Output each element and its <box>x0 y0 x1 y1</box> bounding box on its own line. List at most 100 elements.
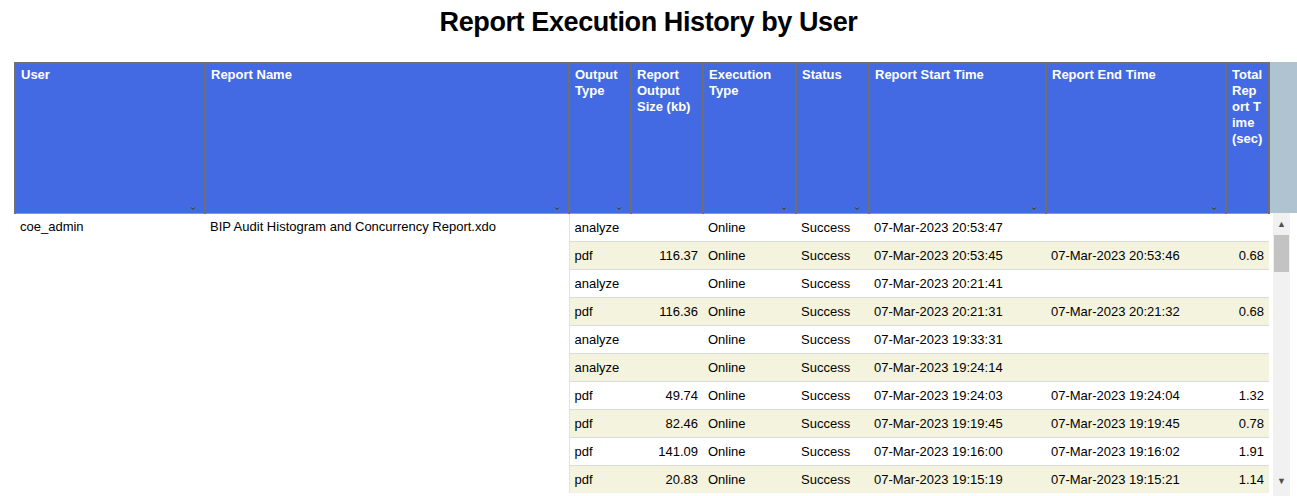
cell-start-time: 07-Mar-2023 19:19:45 <box>869 409 1046 437</box>
cell-total-time: 0.78 <box>1226 409 1269 437</box>
cell-output-type: pdf <box>569 465 631 493</box>
column-header-label: Execution Type <box>709 67 791 99</box>
cell-start-time: 07-Mar-2023 19:24:03 <box>869 381 1046 409</box>
report-execution-table: User ⌄ Report Name ⌄ Output Type ⌄ Report Outp… <box>14 62 1270 493</box>
cell-total-time: 0.68 <box>1226 241 1269 269</box>
cell-end-time: 07-Mar-2023 20:21:32 <box>1046 297 1226 325</box>
cell-output-size <box>631 269 703 297</box>
cell-end-time <box>1046 353 1226 381</box>
page-title: Report Execution History by User <box>0 5 1297 39</box>
cell-end-time: 07-Mar-2023 19:19:45 <box>1046 409 1226 437</box>
cell-total-time <box>1226 325 1269 353</box>
column-header-report-end-time[interactable]: Report End Time ⌄ <box>1046 63 1226 213</box>
cell-output-size: 49.74 <box>631 381 703 409</box>
cell-total-time <box>1226 353 1269 381</box>
scroll-down-button[interactable]: ▼ <box>1273 473 1290 490</box>
cell-output-size: 116.37 <box>631 241 703 269</box>
cell-output-type: analyze <box>569 269 631 297</box>
cell-output-type: pdf <box>569 409 631 437</box>
cell-end-time <box>1046 269 1226 297</box>
title-bar: Report Execution History by User <box>0 0 1297 39</box>
page: { "title": "Report Execution History by … <box>0 0 1297 496</box>
cell-execution-type: Online <box>703 325 796 353</box>
cell-status: Success <box>796 213 869 241</box>
cell-output-type: analyze <box>569 325 631 353</box>
column-header-execution-type[interactable]: Execution Type ⌄ <box>703 63 796 213</box>
table-row: coe_adminBIP Audit Histogram and Concurr… <box>15 213 1269 241</box>
cell-execution-type: Online <box>703 213 796 241</box>
cell-output-size: 82.46 <box>631 409 703 437</box>
column-header-report-name[interactable]: Report Name ⌄ <box>205 63 569 213</box>
scroll-up-button[interactable]: ▲ <box>1273 216 1290 233</box>
cell-status: Success <box>796 241 869 269</box>
cell-start-time: 07-Mar-2023 20:21:31 <box>869 297 1046 325</box>
column-filter-dropdown-icon[interactable]: ⌄ <box>779 200 789 212</box>
table-body: coe_adminBIP Audit Histogram and Concurr… <box>15 213 1269 493</box>
column-header-output-type[interactable]: Output Type ⌄ <box>569 63 631 213</box>
cell-execution-type: Online <box>703 381 796 409</box>
cell-start-time: 07-Mar-2023 19:15:19 <box>869 465 1046 493</box>
cell-start-time: 07-Mar-2023 20:21:41 <box>869 269 1046 297</box>
table-header-row: User ⌄ Report Name ⌄ Output Type ⌄ Report Outp… <box>15 63 1269 213</box>
column-header-label: Report Start Time <box>875 67 1041 83</box>
cell-execution-type: Online <box>703 465 796 493</box>
cell-output-type: pdf <box>569 297 631 325</box>
column-filter-dropdown-icon[interactable]: ⌄ <box>852 200 862 212</box>
cell-end-time <box>1046 325 1226 353</box>
column-header-label: Report End Time <box>1052 67 1221 83</box>
column-filter-dropdown-icon[interactable]: ⌄ <box>552 200 562 212</box>
cell-output-type: pdf <box>569 241 631 269</box>
scrollbar-thumb[interactable] <box>1274 235 1289 272</box>
column-header-label: Total Report Time (sec) <box>1232 67 1264 147</box>
cell-execution-type: Online <box>703 437 796 465</box>
cell-total-time <box>1226 269 1269 297</box>
report-table-container: User ⌄ Report Name ⌄ Output Type ⌄ Report Outp… <box>14 62 1270 493</box>
column-header-user[interactable]: User ⌄ <box>15 63 205 213</box>
cell-end-time: 07-Mar-2023 19:16:02 <box>1046 437 1226 465</box>
cell-output-type: analyze <box>569 213 631 241</box>
column-header-status[interactable]: Status⌄ <box>796 63 869 213</box>
cell-execution-type: Online <box>703 241 796 269</box>
column-header-label: Output Type <box>575 67 626 99</box>
scroll-down-icon: ▼ <box>1277 477 1286 486</box>
cell-status: Success <box>796 269 869 297</box>
cell-output-size <box>631 213 703 241</box>
cell-start-time: 07-Mar-2023 20:53:47 <box>869 213 1046 241</box>
cell-total-time: 1.91 <box>1226 437 1269 465</box>
cell-start-time: 07-Mar-2023 19:33:31 <box>869 325 1046 353</box>
cell-end-time: 07-Mar-2023 19:15:21 <box>1046 465 1226 493</box>
cell-output-size: 141.09 <box>631 437 703 465</box>
scroll-up-icon: ▲ <box>1277 220 1286 229</box>
cell-end-time <box>1046 213 1226 241</box>
cell-status: Success <box>796 437 869 465</box>
column-header-label: Report Name <box>211 67 564 83</box>
cell-status: Success <box>796 297 869 325</box>
cell-execution-type: Online <box>703 297 796 325</box>
column-header-label: User <box>21 67 200 83</box>
cell-status: Success <box>796 381 869 409</box>
column-header-total-report-time-sec[interactable]: Total Report Time (sec) <box>1226 63 1269 213</box>
cell-start-time: 07-Mar-2023 19:24:14 <box>869 353 1046 381</box>
column-header-report-start-time[interactable]: Report Start Time ⌄ <box>869 63 1046 213</box>
cell-execution-type: Online <box>703 353 796 381</box>
column-header-report-output-size-kb[interactable]: Report Output Size (kb) <box>631 63 703 213</box>
column-filter-dropdown-icon[interactable]: ⌄ <box>1029 200 1039 212</box>
cell-output-size: 20.83 <box>631 465 703 493</box>
vertical-scrollbar[interactable]: ▲ ▼ <box>1273 213 1290 496</box>
cell-end-time: 07-Mar-2023 20:53:46 <box>1046 241 1226 269</box>
cell-output-type: analyze <box>569 353 631 381</box>
cell-output-size: 116.36 <box>631 297 703 325</box>
cell-user: coe_admin <box>15 213 205 493</box>
cell-output-size <box>631 353 703 381</box>
column-header-label: Report Output Size (kb) <box>637 67 698 115</box>
cell-status: Success <box>796 465 869 493</box>
column-filter-dropdown-icon[interactable]: ⌄ <box>614 200 624 212</box>
cell-total-time: 0.68 <box>1226 297 1269 325</box>
column-filter-dropdown-icon[interactable]: ⌄ <box>188 200 198 212</box>
cell-total-time: 1.14 <box>1226 465 1269 493</box>
cell-output-type: pdf <box>569 381 631 409</box>
cell-execution-type: Online <box>703 409 796 437</box>
column-filter-dropdown-icon[interactable]: ⌄ <box>1209 200 1219 212</box>
cell-end-time: 07-Mar-2023 19:24:04 <box>1046 381 1226 409</box>
cell-execution-type: Online <box>703 269 796 297</box>
